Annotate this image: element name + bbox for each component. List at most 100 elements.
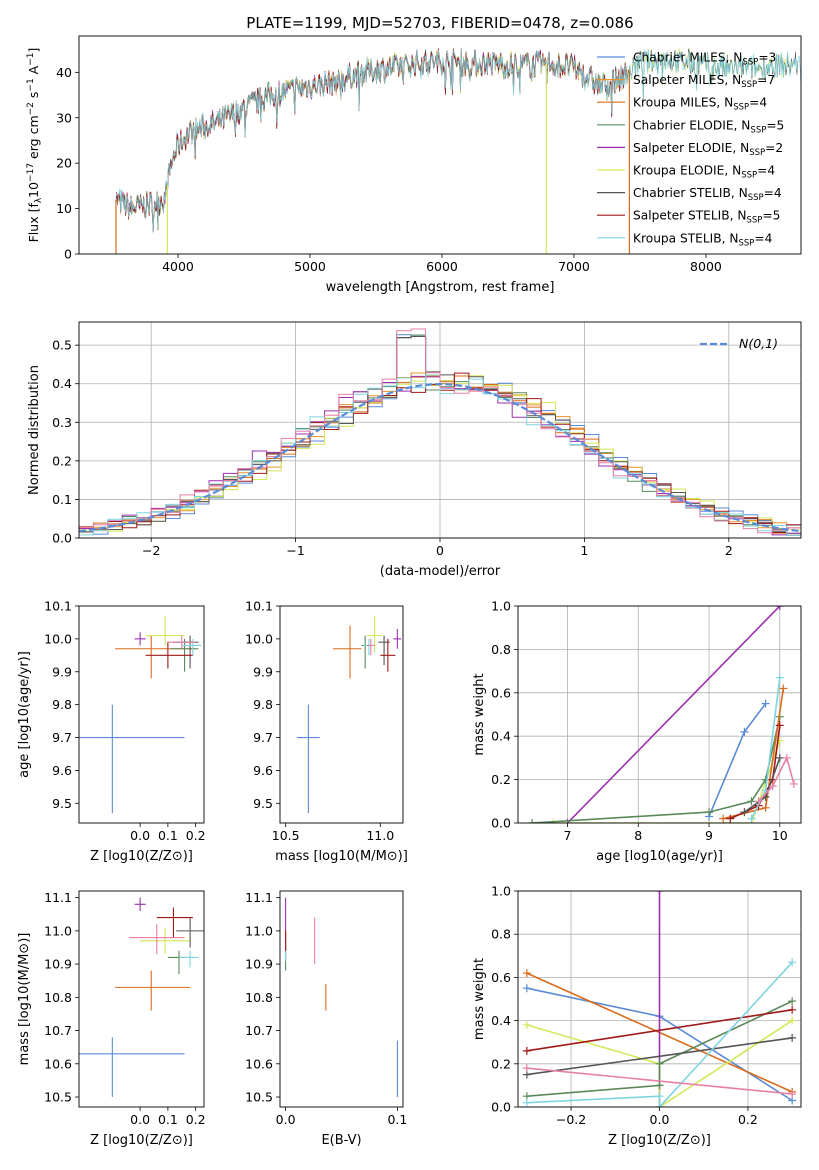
weight-marker <box>788 1090 797 1099</box>
weight-marker <box>655 1081 664 1090</box>
weight-marker <box>528 819 537 823</box>
residuals-xtick-label: −2 <box>142 543 160 558</box>
weight-series-line <box>708 703 767 817</box>
z-age-ytick-label: 9.5 <box>52 796 72 811</box>
weight-marker <box>726 814 735 823</box>
weight-marker <box>655 1092 664 1101</box>
ebv-mass-ytick-label: 10.9 <box>245 957 273 972</box>
weight-marker <box>522 969 531 978</box>
ebv-mass-ytick-label: 10.7 <box>245 1023 273 1038</box>
age-weight-xtick-label: 9 <box>705 828 713 843</box>
z-mass-xtick-label: 0.0 <box>130 1112 150 1127</box>
age-weight-ytick-label: 0.6 <box>491 685 511 700</box>
z-weight-ytick-label: 1.0 <box>491 884 511 899</box>
weight-marker <box>779 684 788 693</box>
weight-marker <box>761 775 770 784</box>
z-age-xlabel: Z [log10(Z/Z⊙)] <box>90 849 193 864</box>
weight-series-line <box>526 1037 793 1076</box>
ebv-mass-xlabel: E(B-V) <box>321 1133 361 1148</box>
legend-entry: Kroupa ELODIE, NSSP=4 <box>633 164 775 181</box>
spectrum-series-line <box>115 50 628 231</box>
age-weight-frame <box>517 605 802 824</box>
z-age-ytick-label: 10.1 <box>44 599 72 614</box>
weight-series-line <box>526 1000 793 1097</box>
spectrum-xtick-label: 5000 <box>294 259 326 274</box>
mass-age-ytick-label: 10.0 <box>245 631 273 646</box>
z-weight-ytick-label: 0.2 <box>491 1056 511 1071</box>
legend-entry: Chabrier ELODIE, NSSP=5 <box>633 118 784 135</box>
spectrum-series-line <box>117 48 801 234</box>
z-age-xtick-label: 0.1 <box>158 828 178 843</box>
residual-histograms <box>79 328 801 536</box>
weight-marker <box>522 1098 531 1107</box>
mass-age-ytick-label: 9.9 <box>253 664 273 679</box>
z-mass-ytick-label: 10.6 <box>44 1056 72 1071</box>
z-weight-ytick-label: 0.4 <box>491 1013 511 1028</box>
mass-age-ytick-label: 9.6 <box>253 763 273 778</box>
z-weight-ytick-label: 0.8 <box>491 927 511 942</box>
age-weight-ytick-label: 0.4 <box>491 729 511 744</box>
age-weight-ytick-label: 0.8 <box>491 642 511 657</box>
weight-marker <box>747 814 756 823</box>
weight-marker <box>789 779 798 788</box>
spectrum-frame <box>78 35 802 255</box>
spectrum-xtick-label: 4000 <box>162 259 194 274</box>
residuals-ytick-label: 0.0 <box>52 531 72 546</box>
weight-series-line <box>757 755 795 802</box>
z-weight-xtick-label: 0.2 <box>738 1112 758 1127</box>
weight-marker <box>549 819 558 823</box>
weight-series-line <box>526 1067 793 1095</box>
z-weight-xtick-label: −0.2 <box>556 1112 586 1127</box>
mass-age-xtick-label: 11.0 <box>366 828 394 843</box>
z-weight-frame <box>517 890 802 1108</box>
z-mass-ylabel: mass [log10(M/M⊙)] <box>17 933 32 1066</box>
weight-marker <box>788 997 797 1006</box>
z-age-xtick-label: 0.2 <box>186 828 206 843</box>
z-age-xtick-label: 0.0 <box>130 828 150 843</box>
residuals-xtick-label: 1 <box>580 543 588 558</box>
residuals-ytick-label: 0.4 <box>52 376 72 391</box>
ebv-mass-ytick-label: 11.0 <box>245 923 273 938</box>
age-weight-axes: 7 8 9 10 0.0 0.2 0.4 0.6 0.8 1.0 <box>491 599 801 843</box>
weight-marker <box>522 1020 531 1029</box>
residuals-xtick-label: 0 <box>436 543 444 558</box>
spectrum-ytick-label: 10 <box>56 201 72 216</box>
spectrum-series-line <box>116 49 628 227</box>
mass-age-xtick-label: 10.5 <box>272 828 300 843</box>
spectrum-xtick-label: 8000 <box>690 259 722 274</box>
legend-entry: Chabrier MILES, NSSP=3 <box>633 51 776 68</box>
weight-marker <box>775 721 784 730</box>
z-mass-frame <box>78 890 205 1108</box>
weight-marker <box>775 753 784 762</box>
weight-marker <box>705 808 714 817</box>
spectrum-ylabel: Flux [fλ10−17 erg cm−2 s−1 A−1] <box>26 48 44 243</box>
ebv-mass-axes: 0.0 0.1 10.5 10.6 10.7 10.8 10.9 11.0 11.1 <box>245 890 407 1127</box>
z-age-ytick-label: 9.7 <box>52 730 72 745</box>
spectrum-axes: 4000 5000 6000 7000 8000 0 10 20 30 40 <box>56 65 722 274</box>
spectrum-series-line <box>116 48 628 233</box>
weight-marker <box>788 1005 797 1014</box>
weight-marker <box>788 1016 797 1025</box>
z-mass-xtick-label: 0.2 <box>186 1112 206 1127</box>
residuals-ytick-label: 0.2 <box>52 453 72 468</box>
z-age-axes: 0.0 0.1 0.2 9.5 9.6 9.7 9.8 9.9 10.0 10.1 <box>44 599 205 844</box>
z-mass-ytick-label: 10.7 <box>44 1023 72 1038</box>
mass-age-axes: 10.5 11.0 9.5 9.6 9.7 9.8 9.9 10.0 10.1 <box>245 599 394 844</box>
age-weight-lines <box>528 606 798 823</box>
residuals-frame <box>78 321 802 539</box>
mass-age-ytick-label: 9.5 <box>253 796 273 811</box>
z-age-ytick-label: 9.8 <box>52 697 72 712</box>
residuals-xtick-label: 2 <box>725 543 733 558</box>
z-age-ytick-label: 9.6 <box>52 763 72 778</box>
z-weight-ylabel: mass weight <box>472 958 487 1040</box>
z-weight-xtick-label: 0.0 <box>650 1112 670 1127</box>
age-weight-ytick-label: 1.0 <box>491 599 511 614</box>
z-mass-ytick-label: 10.9 <box>44 957 72 972</box>
spectrum-ytick-label: 20 <box>56 156 72 171</box>
spectrum-xlabel: wavelength [Angstrom, rest frame] <box>326 280 555 295</box>
weight-series-line <box>553 740 781 823</box>
residuals-ytick-label: 0.1 <box>52 492 72 507</box>
ebv-mass-ytick-label: 10.6 <box>245 1056 273 1071</box>
z-age-ytick-label: 9.9 <box>52 664 72 679</box>
